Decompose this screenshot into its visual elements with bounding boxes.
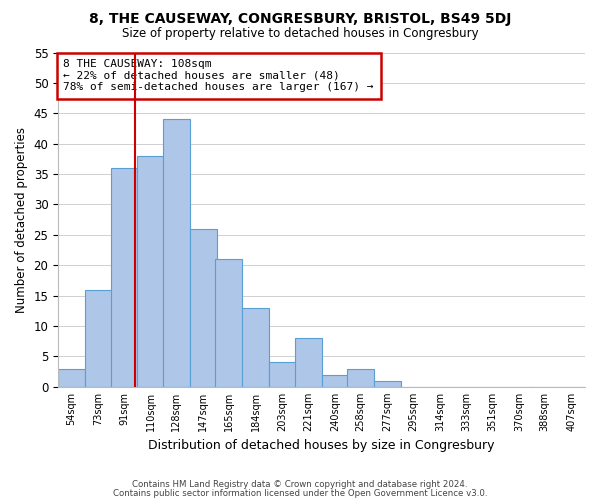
Text: 8, THE CAUSEWAY, CONGRESBURY, BRISTOL, BS49 5DJ: 8, THE CAUSEWAY, CONGRESBURY, BRISTOL, B… [89, 12, 511, 26]
Bar [190, 229, 217, 387]
Bar [110, 168, 137, 387]
Bar [137, 156, 164, 387]
Text: 8 THE CAUSEWAY: 108sqm
← 22% of detached houses are smaller (48)
78% of semi-det: 8 THE CAUSEWAY: 108sqm ← 22% of detached… [64, 59, 374, 92]
Bar [322, 374, 349, 387]
Bar [85, 290, 112, 387]
Bar [215, 259, 242, 387]
X-axis label: Distribution of detached houses by size in Congresbury: Distribution of detached houses by size … [148, 440, 495, 452]
Text: Size of property relative to detached houses in Congresbury: Size of property relative to detached ho… [122, 28, 478, 40]
Text: Contains public sector information licensed under the Open Government Licence v3: Contains public sector information licen… [113, 490, 487, 498]
Bar [242, 308, 269, 387]
Text: Contains HM Land Registry data © Crown copyright and database right 2024.: Contains HM Land Registry data © Crown c… [132, 480, 468, 489]
Bar [347, 368, 374, 387]
Bar [269, 362, 296, 387]
Bar [58, 368, 85, 387]
Bar [295, 338, 322, 387]
Bar [374, 380, 401, 387]
Y-axis label: Number of detached properties: Number of detached properties [15, 126, 28, 312]
Bar [163, 120, 190, 387]
